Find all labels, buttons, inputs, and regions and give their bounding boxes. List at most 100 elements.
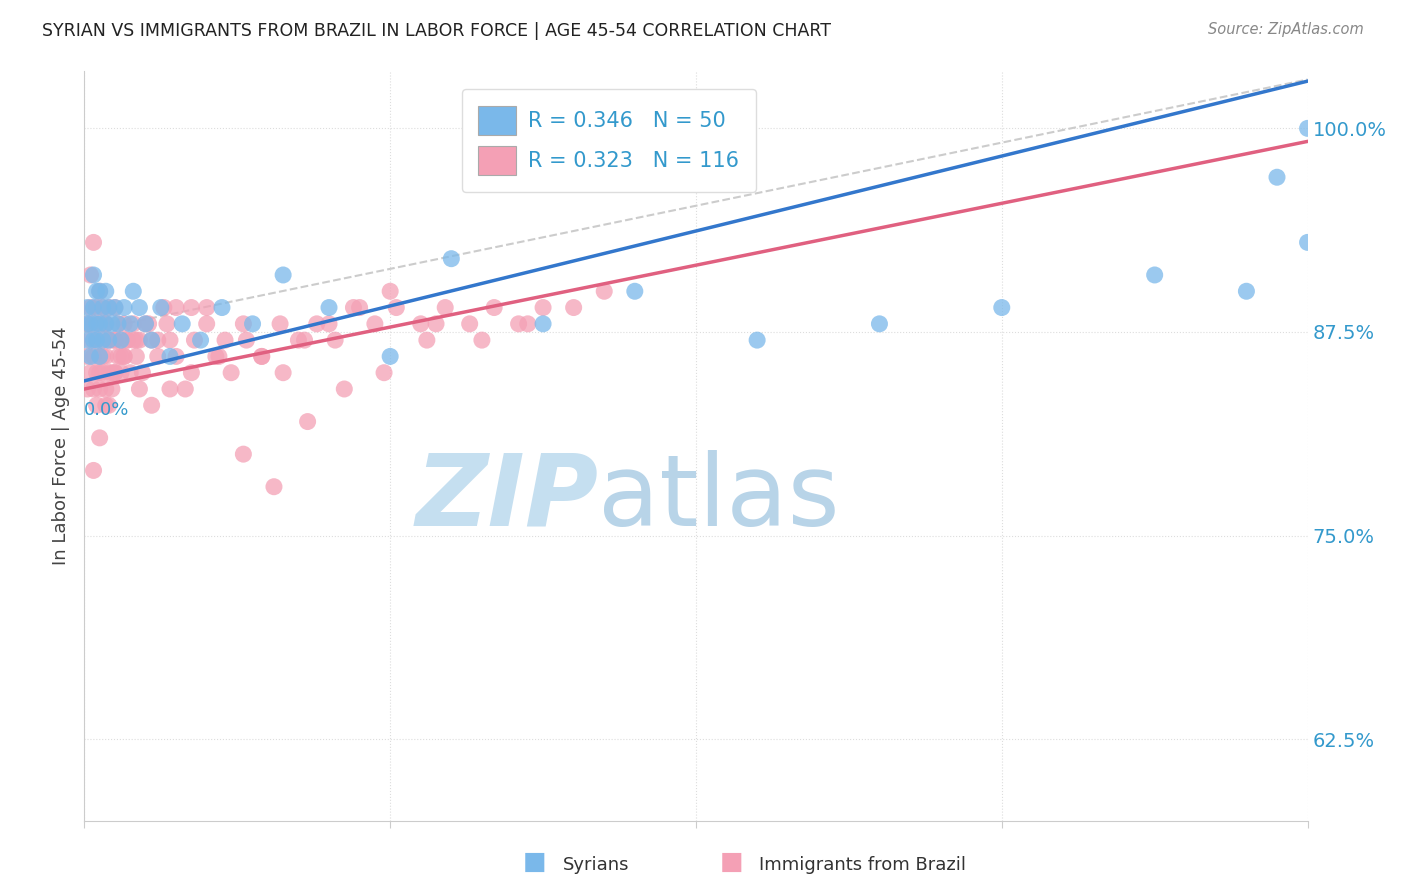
Point <box>76 317 98 331</box>
Point <box>747 333 769 347</box>
Point <box>508 317 530 331</box>
Point <box>1143 268 1166 282</box>
Point <box>94 350 117 364</box>
Point <box>250 350 273 364</box>
Point <box>83 301 105 315</box>
Point <box>172 317 194 331</box>
Y-axis label: In Labor Force | Age 45-54: In Labor Force | Age 45-54 <box>52 326 70 566</box>
Point <box>86 333 108 347</box>
Point <box>271 366 294 380</box>
Point <box>115 333 138 347</box>
Point <box>323 333 346 347</box>
Point <box>159 333 181 347</box>
Point <box>869 317 891 331</box>
Point <box>91 301 114 315</box>
Point <box>83 350 105 364</box>
Point <box>97 366 120 380</box>
Point <box>101 333 124 347</box>
Point <box>190 333 212 347</box>
Text: Immigrants from Brazil: Immigrants from Brazil <box>759 856 966 874</box>
Point <box>94 317 117 331</box>
Point <box>110 350 132 364</box>
Point <box>104 333 127 347</box>
Text: atlas: atlas <box>598 450 839 547</box>
Point <box>86 333 108 347</box>
Point <box>97 398 120 412</box>
Point <box>83 463 105 477</box>
Point <box>97 333 120 347</box>
Point <box>112 301 135 315</box>
Point <box>180 366 202 380</box>
Point <box>110 333 132 347</box>
Point <box>91 350 114 364</box>
Point <box>112 350 135 364</box>
Point <box>76 317 98 331</box>
Point <box>79 366 101 380</box>
Point <box>89 431 111 445</box>
Point <box>364 317 387 331</box>
Point <box>305 317 328 331</box>
Point <box>991 301 1014 315</box>
Point <box>141 398 163 412</box>
Text: ■: ■ <box>523 850 546 874</box>
Point <box>131 366 153 380</box>
Point <box>89 366 111 380</box>
Point <box>180 301 202 315</box>
Point <box>83 382 105 396</box>
Point <box>263 480 285 494</box>
Point <box>146 333 169 347</box>
Point <box>342 301 364 315</box>
Point <box>232 317 254 331</box>
Point <box>94 317 117 331</box>
Point <box>125 333 148 347</box>
Point <box>385 301 408 315</box>
Point <box>156 317 179 331</box>
Point <box>120 317 142 331</box>
Point <box>531 301 554 315</box>
Point <box>440 252 463 266</box>
Point <box>135 317 157 331</box>
Point <box>120 366 142 380</box>
Point <box>434 301 457 315</box>
Point <box>91 333 114 347</box>
Point <box>107 350 129 364</box>
Point <box>83 317 105 331</box>
Point <box>97 333 120 347</box>
Point <box>250 350 273 364</box>
Point <box>232 447 254 461</box>
Point <box>318 301 340 315</box>
Point <box>76 350 98 364</box>
Point <box>101 317 124 331</box>
Point <box>104 301 127 315</box>
Point <box>593 285 616 299</box>
Point <box>269 317 291 331</box>
Point <box>97 301 120 315</box>
Text: 0.0%: 0.0% <box>84 401 129 419</box>
Point <box>482 301 505 315</box>
Point <box>122 317 145 331</box>
Point <box>110 333 132 347</box>
Point <box>122 333 145 347</box>
Point <box>211 301 233 315</box>
Point <box>380 350 402 364</box>
Point <box>94 317 117 331</box>
Point <box>91 333 114 347</box>
Point <box>1236 285 1258 299</box>
Point <box>86 366 108 380</box>
Point <box>349 301 371 315</box>
Point <box>101 382 124 396</box>
Point <box>107 317 129 331</box>
Point <box>89 285 111 299</box>
Point <box>115 333 138 347</box>
Point <box>89 382 111 396</box>
Point <box>79 301 101 315</box>
Point <box>458 317 481 331</box>
Point <box>516 317 538 331</box>
Text: SYRIAN VS IMMIGRANTS FROM BRAZIL IN LABOR FORCE | AGE 45-54 CORRELATION CHART: SYRIAN VS IMMIGRANTS FROM BRAZIL IN LABO… <box>42 22 831 40</box>
Point <box>174 382 197 396</box>
Text: Source: ZipAtlas.com: Source: ZipAtlas.com <box>1208 22 1364 37</box>
Point <box>531 317 554 331</box>
Point <box>79 317 101 331</box>
Point <box>79 268 101 282</box>
Text: Syrians: Syrians <box>562 856 628 874</box>
